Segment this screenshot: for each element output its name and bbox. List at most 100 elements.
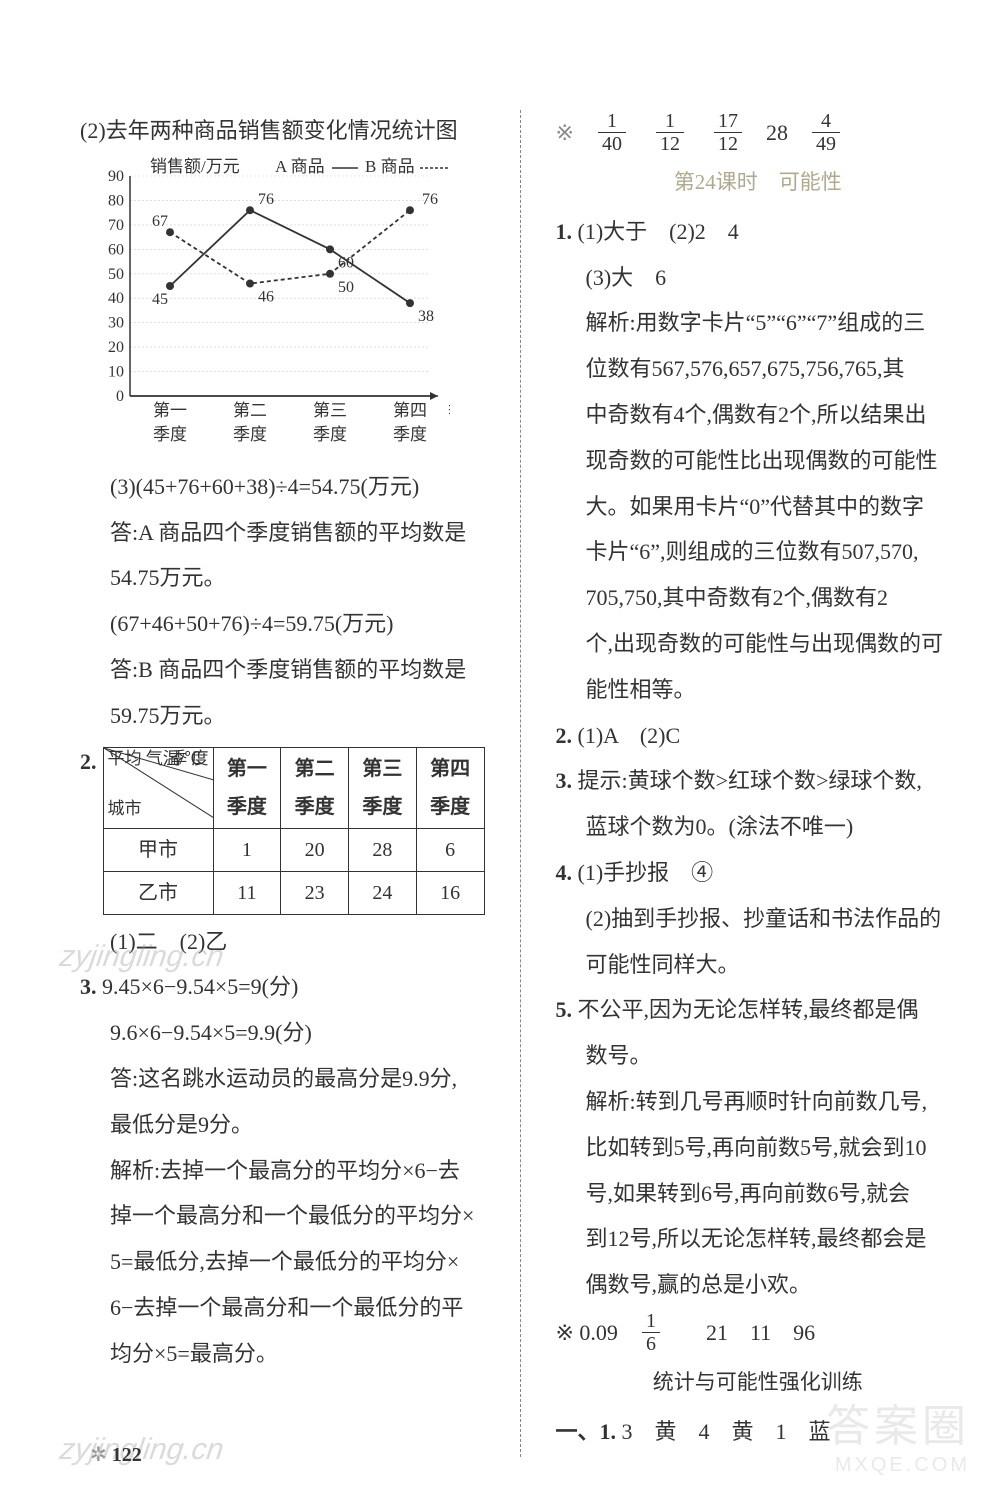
q2-answers: (1)二 (2)乙	[80, 921, 485, 963]
svg-text:76: 76	[422, 191, 438, 208]
sales-chart: 销售额/万元 A 商品 B 商品 0 10 20 30 40 50 60 70 80 90 45 7…	[90, 156, 485, 456]
svg-text:80: 80	[108, 192, 124, 209]
plain-number: 28	[766, 112, 788, 154]
fraction: 140	[598, 110, 626, 155]
table-row: 甲市 1 20 28 6	[103, 828, 484, 871]
temperature-table: 平均 气温/℃ 季 度 城市 第一季度 第二季度 第三季度 第四季度 甲市 1 …	[103, 747, 485, 915]
q5r-line: 比如转到5号,再向前数5号,就会到10	[556, 1127, 961, 1169]
q2-number: 2.	[80, 741, 97, 783]
fraction: 449	[812, 110, 840, 155]
q1-exp: 大。如果用卡片“0”代替其中的数字	[556, 486, 961, 528]
q1-exp: 705,750,其中奇数有2个,偶数有2	[556, 577, 961, 619]
q3-exp3: 5=最低分,去掉一个最低分的平均分×	[80, 1241, 485, 1283]
bonus-prefix: ※ 0.09	[556, 1312, 618, 1354]
svg-text:10: 10	[108, 363, 124, 380]
svg-text:67: 67	[152, 213, 168, 230]
svg-text:46: 46	[258, 288, 274, 305]
q1-exp: 解析:用数字卡片“5”“6”“7”组成的三	[556, 302, 961, 344]
col-q2: 第二季度	[281, 747, 349, 828]
svg-text:季度: 季度	[448, 401, 450, 420]
q3r-number: 3.	[556, 768, 573, 793]
col-q1: 第一季度	[213, 747, 281, 828]
section-2-title: (2)去年两种商品销售额变化情况统计图	[80, 110, 485, 152]
legend-a: A 商品	[275, 157, 325, 176]
q1-number: 1.	[556, 219, 573, 244]
svg-text:季度: 季度	[233, 425, 267, 444]
svg-text:50: 50	[338, 279, 354, 296]
table-row: 乙市 11 23 24 16	[103, 871, 484, 914]
q4r-number: 4.	[556, 860, 573, 885]
svg-text:20: 20	[108, 339, 124, 356]
bonus-rest: 21 11 96	[684, 1312, 815, 1354]
lesson-24-title: 第24课时 可能性	[556, 163, 961, 203]
svg-text:第三: 第三	[313, 401, 347, 420]
legend-b: B 商品	[365, 157, 415, 176]
q2r-number: 2.	[556, 723, 573, 748]
svg-text:90: 90	[108, 168, 124, 185]
svg-text:0: 0	[116, 388, 124, 405]
svg-text:76: 76	[258, 191, 274, 208]
bonus-row: ※ 0.09 16 21 11 96	[556, 1310, 961, 1355]
q5r-line: 解析:转到几号再顺时针向前数几号,	[556, 1081, 961, 1123]
q3-calc-b: (67+46+50+76)÷4=59.75(万元)	[80, 603, 485, 645]
q3-ans-b2: 59.75万元。	[80, 695, 485, 737]
q4r-line: (2)抽到手抄报、抄童话和书法作品的	[556, 898, 961, 940]
q2-block: 2. 平均 气温/℃ 季 度 城市 第一季度 第二季度 第三季度 第四季度 甲市	[80, 741, 485, 921]
fraction-row: ※ 140 112 1712 28 449	[556, 110, 961, 155]
q1-exp: 能性相等。	[556, 669, 961, 711]
svg-text:45: 45	[152, 291, 168, 308]
svg-text:季度: 季度	[313, 425, 347, 444]
q4r-line: 可能性同样大。	[556, 944, 961, 986]
fraction: 1712	[714, 110, 742, 155]
q3-ans-a1: 答:A 商品四个季度销售额的平均数是	[80, 512, 485, 554]
q5r-line: 到12号,所以无论怎样转,最终都会是	[556, 1218, 961, 1260]
q5r-line: 号,如果转到6号,再向前数6号,就会	[556, 1173, 961, 1215]
q3r-line: 蓝球个数为0。(涂法不唯一)	[556, 806, 961, 848]
q3-line2: 9.6×6−9.54×5=9.9(分)	[80, 1012, 485, 1054]
col-q4: 第四季度	[416, 747, 484, 828]
page-container: (2)去年两种商品销售额变化情况统计图 销售额/万元 A 商品 B 商品 0 10…	[0, 0, 1000, 1497]
q1-exp: 中奇数有4个,偶数有2个,所以结果出	[556, 394, 961, 436]
svg-text:季度: 季度	[393, 425, 427, 444]
q3-ans2: 最低分是9分。	[80, 1104, 485, 1146]
q3-exp5: 均分×5=最高分。	[80, 1333, 485, 1375]
fraction: 112	[656, 110, 684, 155]
q3-line: 3. 9.45×6−9.54×5=9(分)	[80, 966, 485, 1008]
q5r-number: 5.	[556, 997, 573, 1022]
q1-3: (3)大 6	[556, 257, 961, 299]
q1-exp: 位数有567,576,657,675,756,765,其	[556, 348, 961, 390]
y-axis-label: 销售额/万元	[150, 157, 240, 176]
svg-text:40: 40	[108, 290, 124, 307]
table-diag-header: 平均 气温/℃ 季 度 城市	[103, 747, 213, 828]
svg-text:第一: 第一	[153, 401, 187, 420]
q5r-line: 数号。	[556, 1035, 961, 1077]
left-column: (2)去年两种商品销售额变化情况统计图 销售额/万元 A 商品 B 商品 0 10…	[80, 110, 485, 1457]
svg-text:30: 30	[108, 314, 124, 331]
star-icon: ※	[556, 112, 574, 154]
svg-text:60: 60	[108, 241, 124, 258]
fraction: 16	[642, 1310, 660, 1355]
q3-ans-b1: 答:B 商品四个季度销售额的平均数是	[80, 649, 485, 691]
svg-text:50: 50	[108, 266, 124, 283]
column-divider	[520, 110, 521, 1457]
chart-svg: 销售额/万元 A 商品 B 商品 0 10 20 30 40 50 60 70 80 90 45 7…	[90, 156, 450, 456]
svg-text:70: 70	[108, 217, 124, 234]
q3-ans-a2: 54.75万元。	[80, 557, 485, 599]
svg-text:季度: 季度	[153, 425, 187, 444]
qA-number: 一、1.	[556, 1419, 617, 1444]
q1-exp: 现奇数的可能性比出现偶数的可能性	[556, 440, 961, 482]
svg-text:第二: 第二	[233, 401, 267, 420]
brand-watermark: 答案圈 MXQE.COM	[826, 1390, 970, 1477]
svg-text:第四: 第四	[393, 401, 427, 420]
q1-exp: 个,出现奇数的可能性与出现偶数的可	[556, 623, 961, 665]
page-number: 122	[90, 1442, 142, 1467]
q3-exp2: 掉一个最高分和一个最低分的平均分×	[80, 1195, 485, 1237]
svg-text:38: 38	[418, 308, 434, 325]
q3-calc-a: (3)(45+76+60+38)÷4=54.75(万元)	[80, 466, 485, 508]
q1-exp: 卡片“6”,则组成的三位数有507,570,	[556, 531, 961, 573]
q5r-line: 偶数号,赢的总是小欢。	[556, 1264, 961, 1306]
q3-ans1: 答:这名跳水运动员的最高分是9.9分,	[80, 1058, 485, 1100]
q3-exp1: 解析:去掉一个最高分的平均分×6−去	[80, 1150, 485, 1192]
q3-exp4: 6−去掉一个最高分和一个最低分的平	[80, 1287, 485, 1329]
col-q3: 第三季度	[349, 747, 417, 828]
